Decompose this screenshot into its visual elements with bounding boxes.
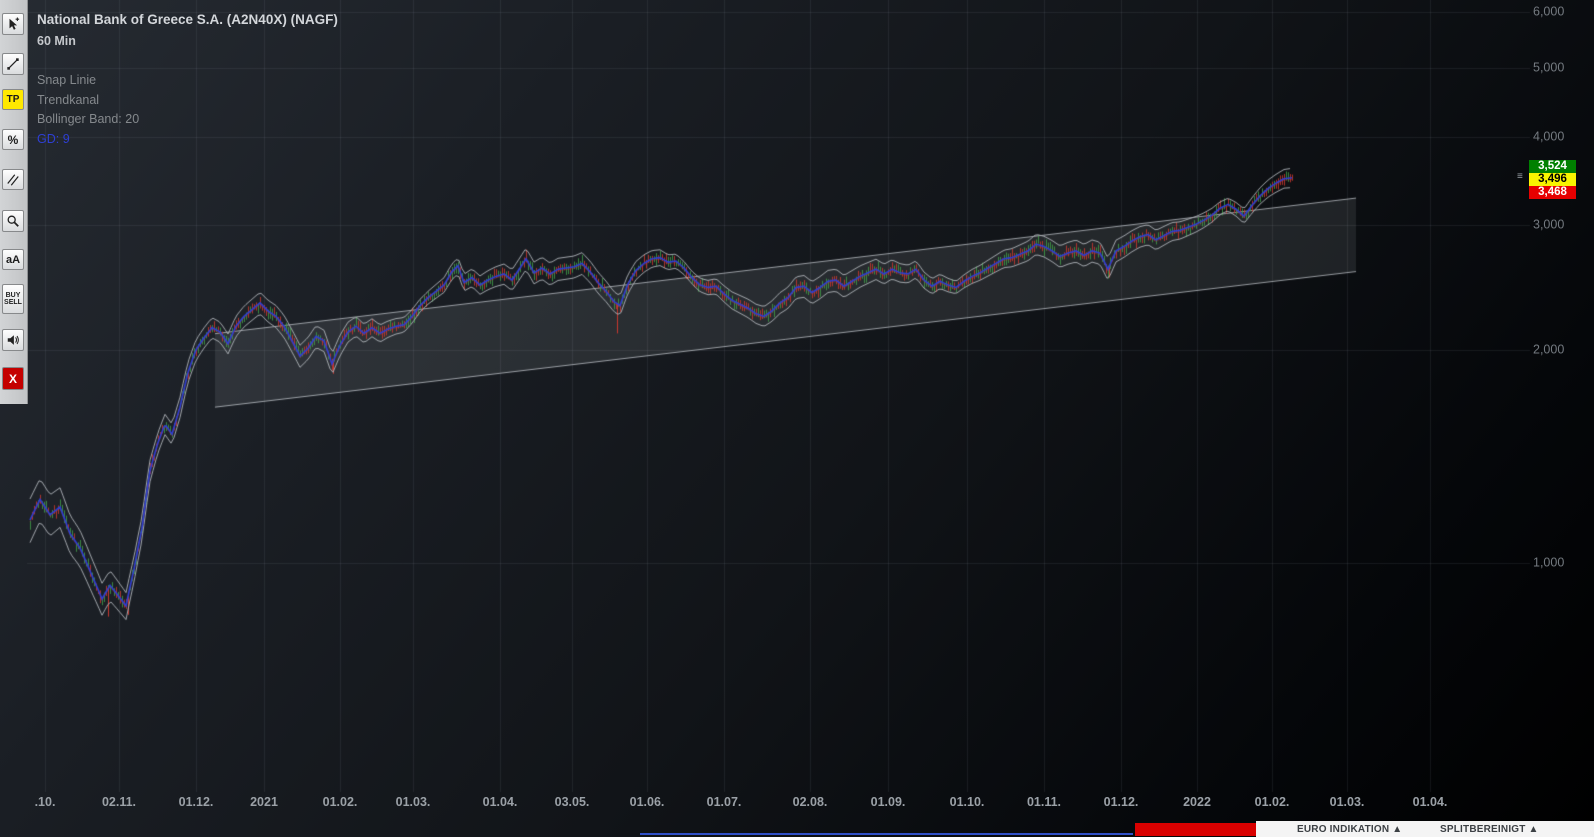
pointer-tool-button[interactable] bbox=[2, 13, 24, 35]
footer-tab-0[interactable]: EURO INDIKATION ▲ bbox=[1297, 824, 1403, 835]
text-tool-button[interactable]: aA bbox=[2, 249, 24, 270]
percent-tool-button[interactable]: % bbox=[2, 129, 24, 150]
drawing-toolbar: TP% aA BUY SELL X bbox=[0, 0, 28, 404]
line-icon bbox=[6, 57, 20, 71]
parallel-icon bbox=[6, 173, 20, 187]
legend-item-gd-9[interactable]: GD: 9 bbox=[37, 131, 70, 146]
speaker-icon bbox=[6, 333, 20, 347]
sound-alert-button[interactable] bbox=[2, 329, 24, 351]
magnifier-icon bbox=[6, 214, 20, 228]
zoom-tool-button[interactable] bbox=[2, 210, 24, 232]
legend-item-trendkanal[interactable]: Trendkanal bbox=[37, 92, 100, 107]
close-chart-button[interactable]: X bbox=[2, 367, 24, 390]
footer-tab-1[interactable]: SPLITBEREINIGT ▲ bbox=[1440, 824, 1539, 835]
badge-marker-icon: ≡ bbox=[1517, 171, 1523, 182]
indicator-legend: Snap Linie Trendkanal Bollinger Band: 20 GD… bbox=[37, 71, 338, 149]
trendline-tool-button[interactable] bbox=[2, 53, 24, 75]
target-price-button[interactable]: TP bbox=[2, 89, 24, 110]
legend-item-snap-linie[interactable]: Snap Linie bbox=[37, 73, 97, 87]
tool-button-label: BUY bbox=[5, 291, 21, 299]
pointer-icon bbox=[6, 17, 20, 31]
tool-button-label: SELL bbox=[4, 299, 22, 306]
parallel-channel-button[interactable] bbox=[2, 169, 24, 190]
buy-sell-button[interactable]: BUY SELL bbox=[2, 284, 24, 314]
legend-item-bollinger-band-20[interactable]: Bollinger Band: 20 bbox=[37, 112, 140, 126]
